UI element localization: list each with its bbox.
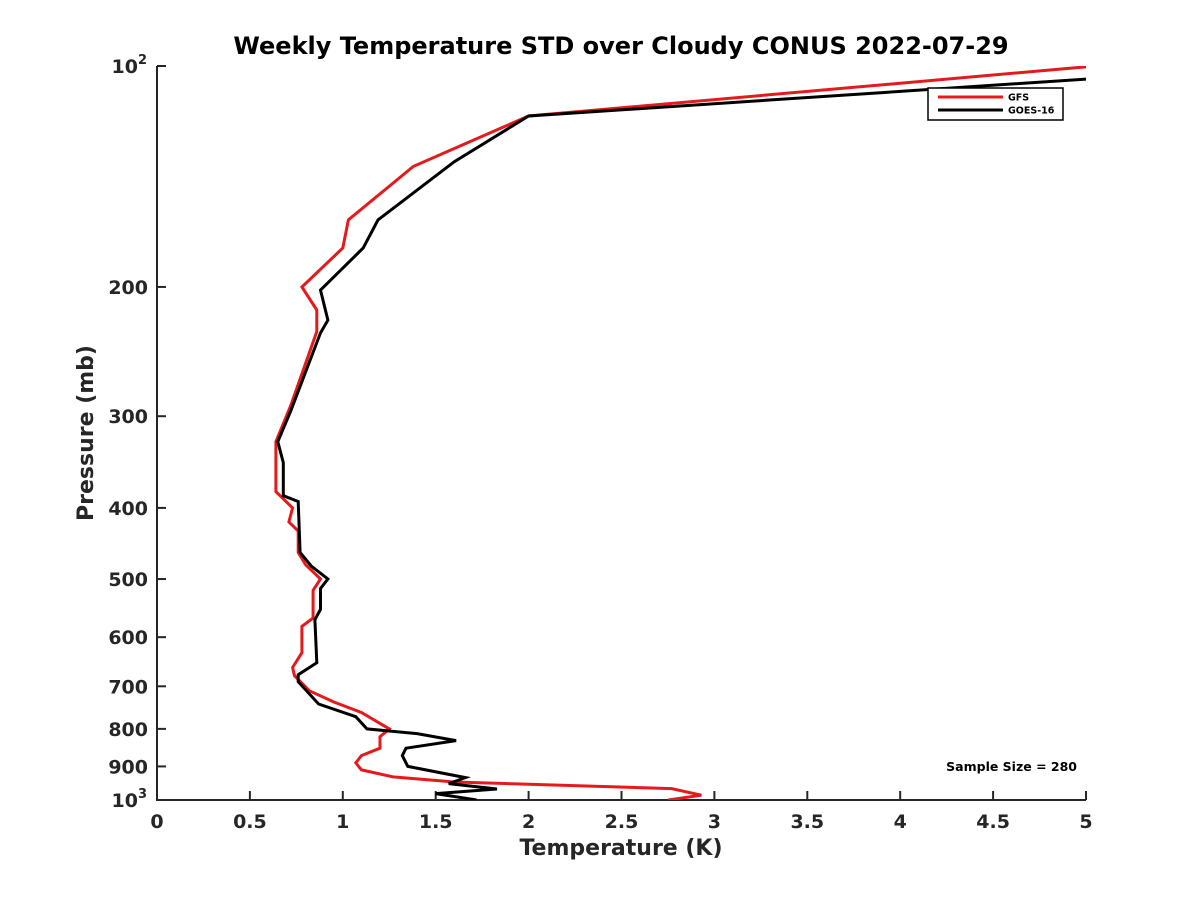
legend-box <box>927 87 1064 121</box>
x-tick-label: 1.5 <box>419 811 453 833</box>
x-tick-label: 4 <box>894 811 907 833</box>
y-tick-label-base: 10 <box>112 56 138 78</box>
series-line-gfs <box>274 66 1086 800</box>
y-tick-label: 200 <box>108 277 148 299</box>
y-tick-label: 300 <box>108 406 148 428</box>
y-tick-label: 700 <box>108 676 148 698</box>
y-tick-label-exponent: 2 <box>138 53 147 68</box>
y-axis-label: Pressure (mb) <box>74 345 99 521</box>
y-tick-label-exponent: 3 <box>138 787 147 802</box>
legend-label: GFS <box>1008 93 1029 104</box>
x-tick-label: 2.5 <box>605 811 639 833</box>
x-tick-label: 3.5 <box>790 811 824 833</box>
chart-title: Weekly Temperature STD over Cloudy CONUS… <box>233 32 1008 60</box>
y-tick-label: 102 <box>112 53 148 78</box>
y-tick-label: 500 <box>108 569 148 591</box>
x-tick-label: 3 <box>708 811 721 833</box>
y-tick-label-base: 10 <box>112 790 138 812</box>
x-tick-label: 5 <box>1079 811 1092 833</box>
x-axis-label: Temperature (K) <box>519 836 722 861</box>
y-tick-label: 103 <box>112 787 148 812</box>
y-tick-label: 400 <box>108 498 148 520</box>
x-tick-label: 0 <box>150 811 163 833</box>
x-tick-label: 1 <box>336 811 349 833</box>
x-tick-label: 2 <box>522 811 535 833</box>
legend-label: GOES-16 <box>1008 106 1055 117</box>
series-line-goes-16 <box>276 77 1086 800</box>
x-tick-label: 0.5 <box>233 811 267 833</box>
y-tick-label: 900 <box>108 756 148 778</box>
sample-size-annotation: Sample Size = 280 <box>946 759 1077 774</box>
x-ticks: 0 0.5 1 1.5 2 2.5 3 3.5 4 4.5 5 <box>150 791 1093 833</box>
x-tick-label: 4.5 <box>976 811 1010 833</box>
series-layer <box>274 66 1086 800</box>
y-tick-label: 800 <box>108 719 148 741</box>
axes: 0 0.5 1 1.5 2 2.5 3 3.5 4 4.5 5 102200300400500600… <box>108 53 1092 833</box>
y-tick-label: 600 <box>108 627 148 649</box>
legend: GFS GOES-16 <box>927 87 1064 121</box>
